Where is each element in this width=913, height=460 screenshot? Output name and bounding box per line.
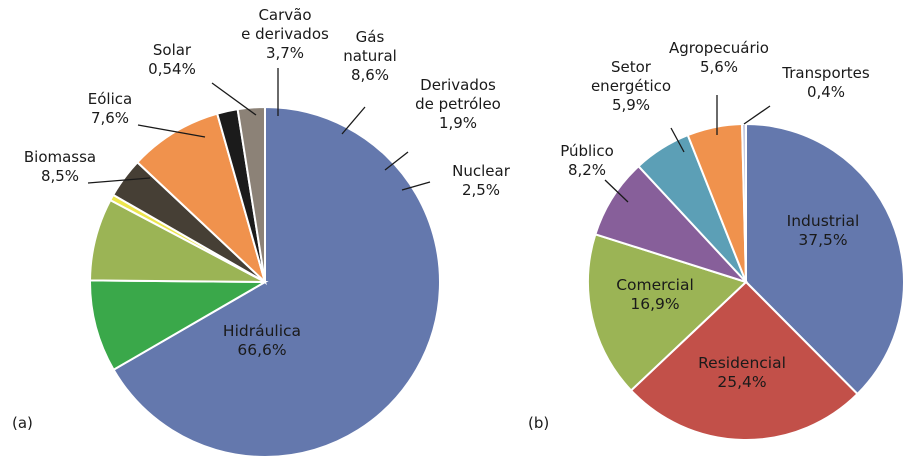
leader-line-setor	[670, 127, 685, 153]
pie-slice-comercial	[587, 233, 748, 392]
slice-label-agropecuario: Agropecuário 5,6%	[669, 39, 769, 76]
panel-label-b: (b)	[528, 414, 549, 432]
leader-line-publico	[604, 179, 629, 203]
slice-label-industrial: Industrial 37,5%	[787, 212, 860, 249]
pie-chart-b: Industrial 37,5% Residencial 25,4% Comercial…	[528, 39, 906, 441]
leader-line-transportes	[743, 105, 771, 125]
slice-label-solar: Solar 0,54%	[148, 41, 196, 78]
leader-line-eolica	[137, 124, 206, 138]
pie-slice-gas	[135, 112, 267, 286]
pie-slice-industrial	[745, 122, 906, 396]
leader-line-solar	[211, 82, 257, 116]
leader-line-gas	[341, 106, 366, 135]
leader-line-nuclear	[401, 181, 431, 191]
pie-chart-a: Hidráulica 66,6% Biomassa 8,5% Eólica 7,6% Sol…	[12, 6, 511, 458]
slice-label-comercial: Comercial 16,9%	[616, 276, 694, 313]
slice-label-nuclear: Nuclear 2,5%	[452, 162, 511, 199]
slice-label-biomassa: Biomassa 8,5%	[24, 148, 96, 185]
panel-label-a: (a)	[12, 414, 33, 432]
leader-line-biomassa	[87, 177, 151, 184]
slice-label-publico: Público 8,2%	[560, 142, 614, 179]
pie-slice-residencial	[629, 280, 859, 441]
slice-label-derivados: Derivados de petróleo 1,9%	[415, 76, 501, 132]
slice-label-carvao: Carvão e derivados 3,7%	[241, 6, 329, 62]
slice-label-hidraulica: Hidráulica 66,6%	[223, 322, 301, 359]
pie-slice-nuclear	[236, 105, 266, 283]
leader-line-derivados	[384, 151, 409, 171]
pie-slice-hidraulica	[112, 105, 441, 458]
slice-label-gas: Gás natural 8,6%	[343, 28, 397, 84]
slice-label-transportes: Transportes 0,4%	[781, 64, 870, 101]
slice-label-setor: Setor energético 5,9%	[591, 58, 671, 114]
pie-slice-biomassa	[89, 279, 269, 372]
slice-label-eolica: Eólica 7,6%	[88, 90, 132, 127]
slice-label-residencial: Residencial 25,4%	[698, 354, 786, 391]
